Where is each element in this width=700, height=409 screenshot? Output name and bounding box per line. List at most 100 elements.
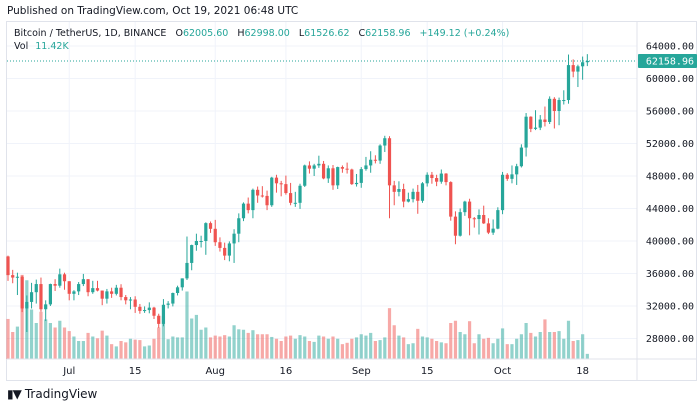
volume-bar [260,334,264,359]
volume-bar [91,336,95,359]
time-tick-label: Aug [205,366,225,377]
volume-bar [505,344,509,359]
candle-body [425,174,429,184]
candle-body [152,307,156,316]
volume-bar [279,341,283,359]
candle-body [256,189,260,196]
volume-bar [62,327,67,359]
candle-body [491,228,495,233]
volume-bar [571,341,575,359]
candle-body [359,169,363,183]
volume-bar [227,336,231,359]
volume-bar [307,341,312,359]
volume-bar [190,318,194,359]
candle-body [538,119,542,128]
volume-bar [350,338,354,359]
candle-body [208,223,213,229]
candle-body [373,159,377,161]
candle-body [218,242,222,248]
volume-bar [529,332,533,359]
candle-body [416,191,420,201]
candle-body [519,147,523,167]
symbol-title[interactable]: Bitcoin / TetherUS, 1D, BINANCE [14,28,167,39]
price-tick-label: 64000.00 [646,42,694,53]
candle-body [312,165,316,169]
candle-body [161,304,166,324]
open-value: 62005.60 [182,28,229,39]
volume-bar [496,338,500,359]
volume-bar [439,342,443,359]
volume-bar [185,291,189,359]
candle-body [246,203,250,211]
candle-body [317,163,321,166]
volume-label: Vol [14,41,29,52]
candle-body [453,216,458,236]
volume-bar [67,331,71,359]
volume-bar [34,323,38,359]
candle-body [77,284,81,292]
candle-body [128,299,133,301]
candle-body [529,116,533,129]
volume-bar [298,335,302,359]
volume-bar [133,339,137,359]
candle-body [15,276,20,278]
time-tick-label: Sep [352,366,371,377]
volume-bar [463,334,467,359]
candle-body [439,173,443,182]
candle-body [279,183,283,185]
time-tick-label: 15 [129,366,142,377]
candle-body [67,281,71,294]
candle-body [566,65,571,101]
candle-body [180,278,184,288]
volume-bar [552,332,556,359]
volume-bar [359,334,363,359]
volume-bar [500,328,505,359]
candle-body [6,256,10,276]
candle-body [435,178,439,182]
volume-bar [369,332,373,359]
volume-bar [77,341,81,359]
volume-bar [20,274,24,359]
volume-bar [15,326,20,359]
candle-body [213,228,217,243]
candle-body [48,284,52,305]
volume-bar [161,316,166,359]
candle-body [171,293,175,304]
candle-body [510,174,514,179]
volume-bar [128,338,133,359]
grid [7,22,637,359]
candle-body [29,292,34,302]
volume-bar [213,335,217,359]
volume-bar [95,338,100,359]
candle-body [110,291,114,294]
candle-body [543,119,547,122]
volume-bar [519,334,523,359]
volume-bar [138,340,142,359]
volume-bar [430,338,434,359]
volume-bar [482,338,486,359]
volume-bar [110,344,114,359]
volume-bar [147,345,151,359]
candle-body [166,303,170,305]
volume-bar [218,336,222,359]
candle-body [350,169,354,185]
candle-body [223,247,227,256]
volume-bar [232,325,236,359]
volume-bar [105,335,109,359]
tradingview-logo[interactable]: ▮▼ TradingView [7,387,97,401]
price-tick-label: 36000.00 [646,269,694,280]
volume-bar [274,338,279,359]
candle-body [293,202,297,204]
volume-bar [387,308,392,359]
candle-body [232,233,236,244]
time-tick-label: 15 [421,366,434,377]
volume-bar [585,353,589,359]
candle-body [557,100,561,111]
candle-body [336,167,340,186]
volume-bar [284,336,288,359]
volume-bars [6,274,589,359]
volume-bar [256,334,260,359]
volume-bar [364,335,368,359]
candle-body [585,60,589,63]
